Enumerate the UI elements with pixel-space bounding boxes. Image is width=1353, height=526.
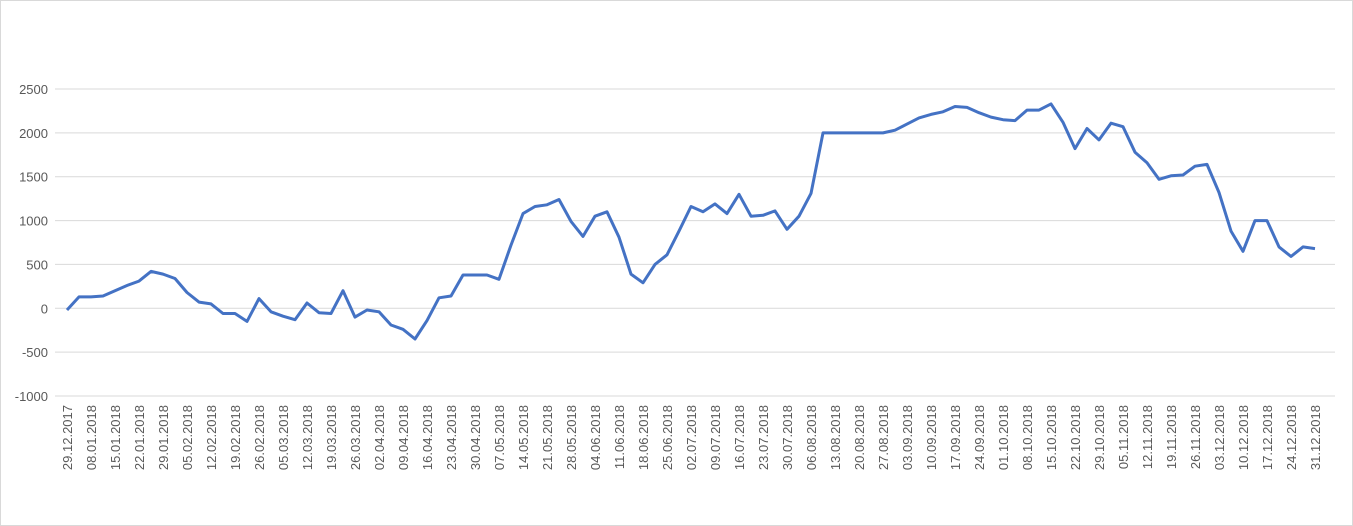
y-tick-label: -500 [22, 345, 48, 360]
x-tick-label: 08.01.2018 [84, 405, 99, 470]
x-tick-label: 17.12.2018 [1260, 405, 1275, 470]
x-tick-label: 18.06.2018 [636, 405, 651, 470]
x-tick-label: 15.10.2018 [1044, 405, 1059, 470]
x-tick-label: 21.05.2018 [540, 405, 555, 470]
x-tick-label: 03.12.2018 [1212, 405, 1227, 470]
x-tick-label: 05.11.2018 [1116, 405, 1131, 469]
x-tick-label: 13.08.2018 [828, 405, 843, 470]
x-tick-label: 12.11.2018 [1140, 405, 1155, 469]
x-tick-label: 20.08.2018 [852, 405, 867, 470]
x-tick-label: 27.08.2018 [876, 405, 891, 470]
x-tick-label: 29.12.2017 [60, 405, 75, 470]
x-tick-label: 12.03.2018 [300, 405, 315, 470]
y-tick-label: 500 [26, 257, 48, 272]
x-tick-label: 19.03.2018 [324, 405, 339, 470]
x-tick-label: 10.09.2018 [924, 405, 939, 470]
x-tick-label: 28.05.2018 [564, 405, 579, 470]
x-tick-label: 19.11.2018 [1164, 405, 1179, 469]
x-tick-label: 30.04.2018 [468, 405, 483, 470]
x-tick-label: 16.07.2018 [732, 405, 747, 470]
y-tick-label: 1000 [19, 214, 48, 229]
y-tick-label: 0 [41, 301, 48, 316]
x-tick-label: 25.06.2018 [660, 405, 675, 470]
x-tick-label: 24.12.2018 [1284, 405, 1299, 470]
x-tick-label: 17.09.2018 [948, 405, 963, 470]
x-tick-label: 01.10.2018 [996, 405, 1011, 470]
x-tick-label: 22.01.2018 [132, 405, 147, 470]
x-tick-label: 30.07.2018 [780, 405, 795, 470]
x-tick-label: 24.09.2018 [972, 405, 987, 470]
x-tick-label: 09.04.2018 [396, 405, 411, 470]
data-line [65, 102, 1316, 341]
x-tick-label: 10.12.2018 [1236, 405, 1251, 470]
x-tick-label: 06.08.2018 [804, 405, 819, 470]
x-tick-label: 02.07.2018 [684, 405, 699, 470]
x-tick-label: 09.07.2018 [708, 405, 723, 470]
x-tick-label: 23.04.2018 [444, 405, 459, 470]
x-tick-label: 29.10.2018 [1092, 405, 1107, 470]
x-tick-label: 22.10.2018 [1068, 405, 1083, 470]
x-tick-label: 26.03.2018 [348, 405, 363, 470]
x-tick-label: 02.04.2018 [372, 405, 387, 470]
x-tick-label: 03.09.2018 [900, 405, 915, 470]
x-tick-label: 05.02.2018 [180, 405, 195, 470]
x-tick-label: 07.05.2018 [492, 405, 507, 470]
y-tick-label: -1000 [15, 389, 48, 404]
x-tick-label: 16.04.2018 [420, 405, 435, 470]
x-tick-label: 05.03.2018 [276, 405, 291, 470]
x-tick-label: 08.10.2018 [1020, 405, 1035, 470]
x-tick-label: 12.02.2018 [204, 405, 219, 470]
x-tick-label: 15.01.2018 [108, 405, 123, 470]
y-tick-label: 2500 [19, 82, 48, 97]
x-tick-label: 26.02.2018 [252, 405, 267, 470]
x-tick-label: 26.11.2018 [1188, 405, 1203, 469]
x-tick-label: 29.01.2018 [156, 405, 171, 470]
x-tick-label: 31.12.2018 [1308, 405, 1323, 470]
x-tick-label: 04.06.2018 [588, 405, 603, 470]
y-tick-label: 2000 [19, 126, 48, 141]
y-tick-label: 1500 [19, 170, 48, 185]
x-tick-label: 14.05.2018 [516, 405, 531, 470]
x-tick-label: 19.02.2018 [228, 405, 243, 470]
x-tick-label: 11.06.2018 [612, 405, 627, 469]
x-tick-label: 23.07.2018 [756, 405, 771, 470]
